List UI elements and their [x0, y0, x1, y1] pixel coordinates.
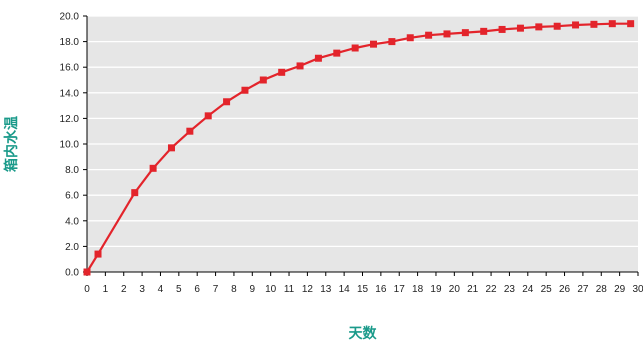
- y-tick-label: 0.0: [65, 268, 79, 279]
- x-axis-title: 天数: [349, 325, 378, 342]
- data-point: [83, 268, 91, 276]
- data-point: [406, 34, 414, 42]
- x-tick-label: 29: [614, 284, 626, 295]
- y-tick-label: 6.0: [65, 191, 79, 202]
- data-point: [204, 112, 212, 120]
- axes: [83, 15, 639, 276]
- data-point: [241, 86, 249, 94]
- data-point: [296, 62, 304, 70]
- y-tick-label: 16.0: [60, 63, 80, 74]
- data-point: [370, 40, 378, 48]
- x-tick-label: 7: [213, 284, 219, 295]
- x-tick-label: 19: [430, 284, 442, 295]
- y-tick-labels: 0.0 2.0 4.0 6.0 8.0 10.0 12.0 14.0 16.0 18.0 20.0: [60, 12, 80, 279]
- x-tick-label: 25: [541, 284, 553, 295]
- data-point: [425, 31, 433, 39]
- x-tick-label: 0: [84, 284, 90, 295]
- data-point: [351, 44, 359, 52]
- y-tick-label: 18.0: [60, 37, 80, 48]
- data-point: [535, 23, 543, 31]
- x-tick-label: 16: [375, 284, 387, 295]
- data-point: [314, 54, 322, 62]
- y-tick-label: 14.0: [60, 88, 80, 99]
- data-point: [480, 27, 488, 35]
- data-point: [388, 38, 396, 46]
- data-point: [223, 98, 231, 106]
- y-tick-label: 2.0: [65, 242, 79, 253]
- x-tick-label: 24: [522, 284, 534, 295]
- x-tick-label: 15: [357, 284, 369, 295]
- x-tick-label: 23: [504, 284, 516, 295]
- data-point: [333, 49, 341, 57]
- x-tick-label: 1: [103, 284, 109, 295]
- data-point: [149, 164, 157, 172]
- data-point: [259, 76, 267, 84]
- x-tick-label: 4: [158, 284, 164, 295]
- y-tick-label: 12.0: [60, 114, 80, 125]
- x-tick-label: 28: [596, 284, 608, 295]
- x-tick-label: 8: [231, 284, 237, 295]
- x-tick-label: 30: [632, 284, 643, 295]
- data-point: [608, 20, 616, 28]
- data-point: [498, 25, 506, 33]
- x-tick-label: 11: [284, 284, 295, 295]
- x-tick-label: 22: [486, 284, 498, 295]
- x-tick-label: 18: [412, 284, 424, 295]
- y-tick-label: 8.0: [65, 165, 79, 176]
- x-tick-label: 27: [577, 284, 589, 295]
- data-point: [516, 24, 524, 32]
- y-tick-label: 10.0: [60, 140, 80, 151]
- y-axis-title: 箱内水温: [3, 116, 20, 172]
- x-tick-label: 17: [394, 284, 406, 295]
- data-point: [553, 22, 561, 30]
- x-tick-label: 3: [139, 284, 145, 295]
- x-tick-label: 14: [339, 284, 351, 295]
- data-point: [572, 21, 580, 29]
- y-tick-label: 4.0: [65, 216, 79, 227]
- x-tick-label: 12: [302, 284, 314, 295]
- data-point: [186, 127, 194, 135]
- data-point: [167, 144, 175, 152]
- data-point: [461, 29, 469, 37]
- x-tick-label: 9: [250, 284, 256, 295]
- x-tick-label: 5: [176, 284, 182, 295]
- data-point: [278, 68, 286, 76]
- x-tick-labels: 0 1 2 3 4 5 6 7 8 9 10 11 12 13 14 15 16 17 18 19 20 21 22 23 24…: [84, 284, 643, 295]
- data-point: [94, 250, 102, 258]
- data-point: [443, 30, 451, 38]
- data-point: [627, 20, 635, 28]
- gridlines: [87, 15, 638, 248]
- x-tick-label: 21: [467, 284, 479, 295]
- data-point: [131, 189, 139, 197]
- y-tick-label: 20.0: [60, 12, 80, 23]
- x-tick-label: 26: [559, 284, 571, 295]
- x-tick-label: 13: [320, 284, 332, 295]
- x-tick-label: 10: [265, 284, 277, 295]
- x-tick-label: 20: [449, 284, 461, 295]
- series-markers: [83, 20, 635, 276]
- x-tick-label: 6: [194, 284, 200, 295]
- x-tick-label: 2: [121, 284, 127, 295]
- data-point: [590, 20, 598, 28]
